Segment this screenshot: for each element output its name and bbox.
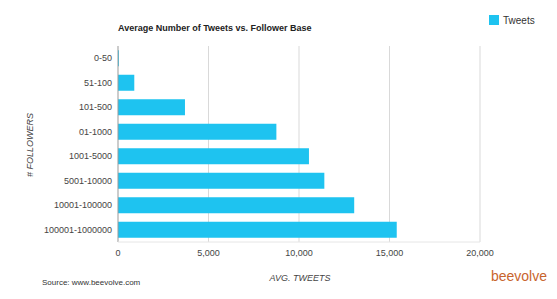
x-tick-label: 15,000 (376, 248, 404, 258)
y-axis-label: # FOLLOWERS (25, 113, 35, 177)
bar (118, 99, 185, 115)
bar (118, 173, 324, 189)
legend-swatch (489, 15, 499, 25)
y-tick-label: 10001-100000 (54, 200, 112, 210)
y-tick-label: 101-500 (79, 102, 112, 112)
y-axis-line (118, 46, 119, 242)
bars (118, 50, 397, 238)
bar (118, 75, 134, 91)
y-tick-label: 0-50 (94, 53, 112, 63)
grid-line (389, 46, 390, 242)
y-tick-label: 100001-1000000 (44, 225, 112, 235)
x-tick-label: 10,000 (285, 248, 313, 258)
x-axis-line (118, 242, 480, 243)
bar (118, 148, 309, 164)
title: Average Number of Tweets vs. Follower Ba… (118, 23, 312, 33)
bar (118, 124, 276, 140)
chart: Average Number of Tweets vs. Follower Ba… (0, 0, 557, 299)
y-tick-label: 1001-5000 (69, 151, 112, 161)
x-axis-label: AVG. TWEETS (268, 273, 330, 283)
bar (118, 222, 397, 238)
legend-label: Tweets (503, 15, 535, 26)
logo-text: beevolve (491, 268, 547, 284)
bar (118, 197, 354, 213)
y-tick-label: 01-1000 (79, 127, 112, 137)
y-tick-label: 5001-10000 (64, 176, 112, 186)
grid-line (480, 46, 481, 242)
x-tick-label: 20,000 (466, 248, 494, 258)
x-tick-label: 0 (115, 248, 120, 258)
y-tick-label: 51-100 (84, 78, 112, 88)
source-note: Source: www.beevolve.com (42, 278, 141, 287)
x-tick-label: 5,000 (197, 248, 220, 258)
